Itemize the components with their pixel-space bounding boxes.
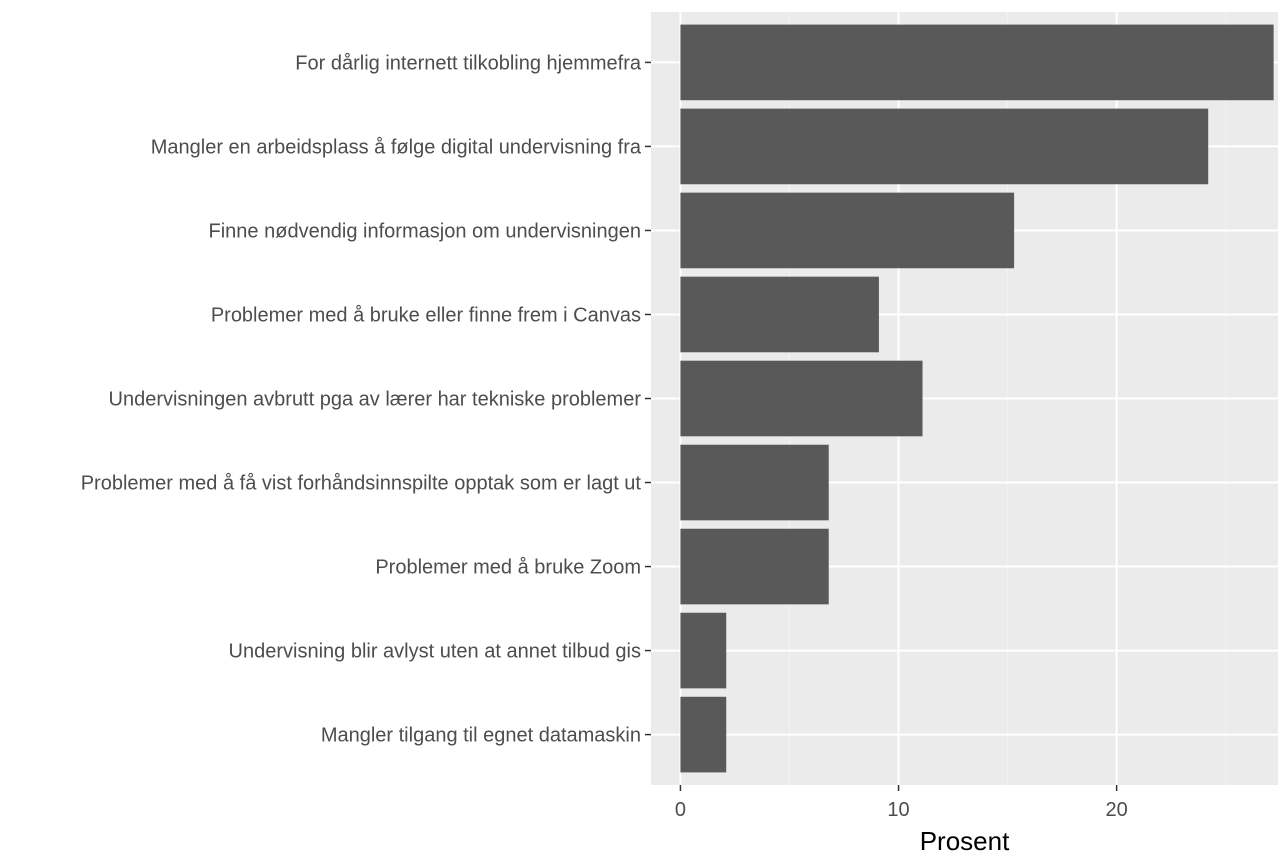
bar [680,108,1209,185]
category-label: Undervisningen avbrutt pga av lærer har … [109,389,642,411]
bar [680,360,923,437]
x-tick-label: 20 [1105,799,1127,821]
bar [680,24,1274,101]
category-label: Mangler en arbeidsplass å følge digital … [151,136,642,158]
bar [680,612,727,689]
x-tick-label: 0 [675,799,686,821]
bars [680,24,1274,773]
category-label: Problemer med å få vist forhåndsinnspilt… [81,473,642,495]
bar [680,528,829,605]
x-axis: 0 10 20 [675,785,1128,821]
bar [680,192,1015,269]
category-label: Undervisning blir avlyst uten at annet t… [229,641,641,663]
category-label: Problemer med å bruke Zoom [375,557,641,579]
bar [680,696,727,773]
x-tick-label: 10 [887,799,909,821]
bar [680,444,829,521]
category-label: Finne nødvendig informasjon om undervisn… [209,220,641,242]
x-axis-title: Prosent [920,826,1010,856]
category-label: For dårlig internett tilkobling hjemmefr… [295,52,642,74]
category-labels: For dårlig internett tilkobling hjemmefr… [81,52,651,747]
bar [680,276,879,353]
category-label: Problemer med å bruke eller finne frem i… [211,304,641,326]
category-label: Mangler tilgang til egnet datamaskin [321,725,641,747]
